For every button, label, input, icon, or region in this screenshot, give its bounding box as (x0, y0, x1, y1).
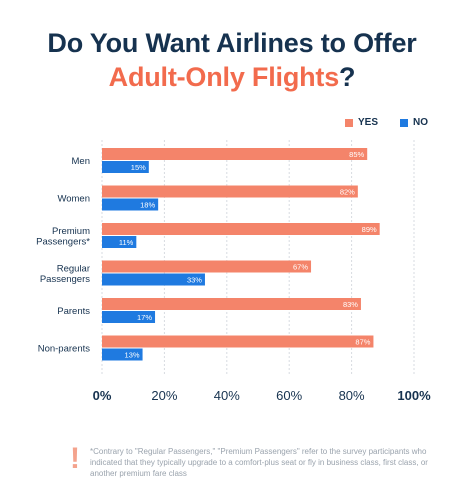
bar-data-label: 87% (355, 338, 370, 347)
chart-legend: YES NO (344, 117, 428, 128)
bar-no (102, 311, 156, 323)
bar-data-label: 67% (293, 263, 308, 272)
bar-data-label: 82% (340, 188, 355, 197)
bar-data-label: 15% (131, 163, 146, 172)
bar-yes (102, 335, 374, 348)
bar-data-label: 85% (349, 150, 364, 159)
bar-data-label: 11% (119, 238, 134, 247)
legend-label-no: NO (413, 117, 428, 128)
chart-title-highlight: Adult-Only Flights (108, 62, 340, 92)
bar-yes (102, 223, 380, 235)
category-label: Regular (57, 263, 90, 274)
footnote: ! *Contrary to "Regular Passengers," "Pr… (70, 442, 430, 479)
bar-data-label: 18% (140, 201, 155, 210)
chart-title-line2: Adult-Only Flights? (0, 62, 464, 93)
category-label: Non-parents (38, 344, 91, 355)
legend-swatch-yes (344, 118, 353, 127)
bar-yes (102, 148, 368, 160)
category-label: Women (57, 194, 90, 205)
bar-data-label: 89% (362, 225, 377, 234)
legend-item-no: NO (400, 117, 428, 128)
bar-no (102, 198, 159, 211)
x-tick-label: 80% (339, 388, 365, 403)
legend-label-yes: YES (357, 117, 378, 128)
chart-title-line1: Do You Want Airlines to Offer (47, 28, 417, 58)
bar-yes (102, 298, 361, 310)
legend-swatch-no (400, 118, 408, 127)
category-label: Men (72, 156, 90, 167)
exclamation-icon: ! (70, 442, 80, 475)
bar-no (102, 348, 143, 361)
category-label: Premium (52, 226, 90, 237)
x-tick-label: 20% (151, 388, 177, 403)
x-tick-label: 40% (214, 388, 240, 403)
x-tick-label: 60% (276, 388, 302, 403)
bar-data-label: 33% (187, 276, 202, 285)
bar-yes (102, 185, 358, 198)
bar-no (102, 273, 205, 286)
bar-no (102, 161, 149, 173)
bar-data-label: 83% (343, 300, 358, 309)
category-label: Passengers (40, 274, 90, 285)
x-tick-label: 100% (397, 388, 431, 403)
x-tick-label: 0% (93, 388, 112, 403)
bar-data-label: 17% (137, 313, 152, 322)
legend-item-yes: YES (344, 117, 378, 128)
bar-data-label: 13% (125, 351, 140, 360)
chart-title-end: ? (339, 62, 356, 92)
bar-chart: 0% 20% 40% 60% 80% 100% 85% 15% Men 82% 18% Women 89… (36, 140, 431, 403)
bar-yes (102, 260, 312, 273)
category-label: Parents (57, 306, 90, 317)
category-label: Passengers* (36, 236, 90, 247)
bar-no (102, 236, 137, 248)
footnote-text: *Contrary to "Regular Passengers," "Prem… (90, 447, 428, 478)
